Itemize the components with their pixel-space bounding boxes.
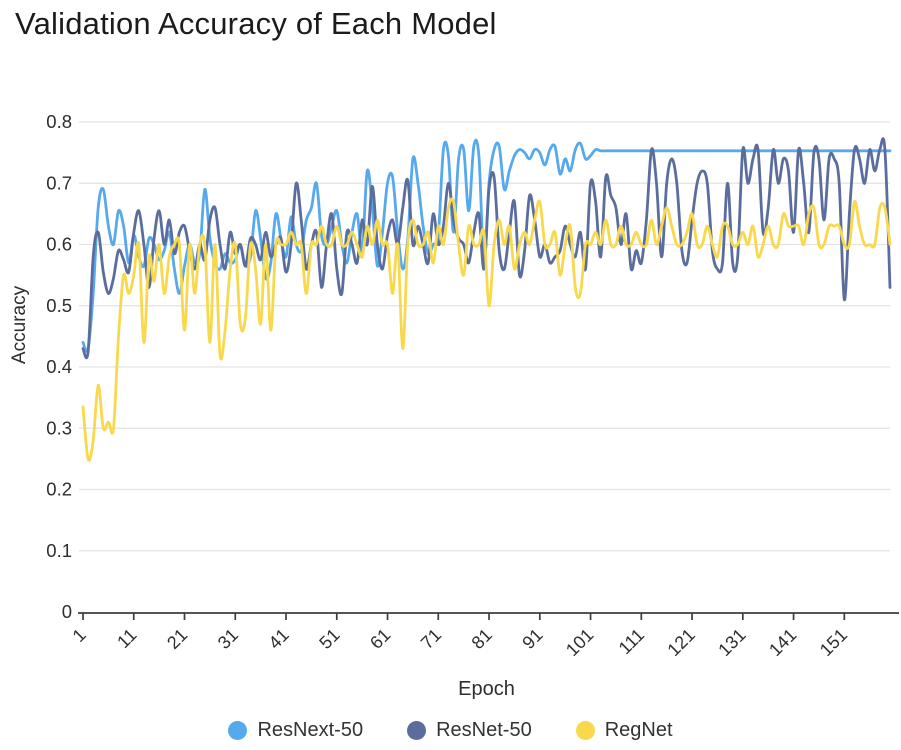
y-tick-label: 0.5 [46,295,72,316]
y-tick-label: 0 [62,601,72,622]
x-tick-label: 111 [615,625,648,658]
legend-label-regnet: RegNet [604,718,673,741]
x-tick-label: 141 [765,625,800,660]
x-tick-label: 31 [214,625,242,653]
series-line-resnet-50 [81,137,892,360]
x-tick-label: 11 [113,625,140,652]
x-tick-label: 101 [562,625,597,660]
resnet-50-color-dot-icon [407,720,427,740]
y-tick-label: 0.1 [46,540,72,561]
x-tick-label: 61 [366,625,394,653]
legend-item-resnext-50[interactable]: ResNext-50 [228,719,363,742]
series-line-regnet [81,197,892,462]
y-tick-label: 0.2 [46,479,72,500]
legend-item-regnet[interactable]: RegNet [575,718,673,742]
x-tick-label: 71 [417,625,445,653]
legend-label-resnet-50: ResNet-50 [436,718,532,741]
x-tick-label: 81 [468,625,496,653]
y-tick-label: 0.7 [46,172,72,193]
y-tick-label: 0.4 [46,356,72,377]
x-tick-label: 1 [69,625,90,646]
x-tick-label: 151 [816,625,851,660]
legend-item-resnet-50[interactable]: ResNet-50 [407,719,532,742]
legend-label-resnext-50: ResNext-50 [257,718,364,741]
y-tick-label: 0.3 [46,417,72,438]
chart-title: Validation Accuracy of Each Model [15,6,497,41]
y-tick-label: 0.8 [46,111,72,132]
x-tick-label: 21 [163,625,191,653]
x-tick-label: 131 [714,625,749,660]
resnext-50-color-dot-icon [228,720,248,740]
y-tick-label: 0.6 [46,234,72,255]
x-axis-title: Epoch [458,678,515,700]
chart-legend: ResNext-50 ResNet-50 RegNet [0,712,901,748]
x-tick-label: 121 [663,625,698,660]
y-axis-title: Accuracy [9,285,30,365]
regnet-color-dot-icon [575,720,595,740]
x-tick-label: 91 [518,625,546,653]
x-tick-label: 51 [315,625,343,653]
x-tick-label: 41 [265,625,293,653]
